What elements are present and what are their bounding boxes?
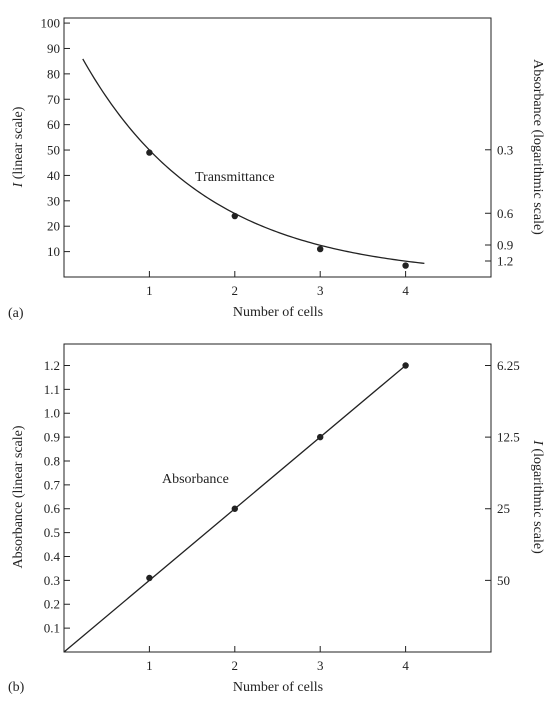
panel-a-data-point bbox=[317, 245, 324, 253]
panel-b-y-tick-label: 0.1 bbox=[44, 621, 60, 636]
panel-a-y-axis-label: I (linear scale) bbox=[11, 106, 26, 188]
panel-b-right-tick-label: 6.25 bbox=[497, 358, 520, 373]
panel-a-y-tick-label: 60 bbox=[47, 117, 60, 132]
panel-b-y-tick-label: 1.0 bbox=[44, 406, 60, 421]
panel-b-y-tick-label: 0.7 bbox=[44, 477, 61, 492]
panel-a-right-tick-label: 0.6 bbox=[497, 206, 514, 221]
panel-b-y-tick-label: 0.6 bbox=[44, 501, 61, 516]
panel-b-y-tick-label: 0.8 bbox=[44, 453, 60, 468]
panel-b-y-tick-label: 0.4 bbox=[44, 549, 61, 564]
panel-b-y-ticks: 0.1 0.2 0.3 0.4 0.5 0.6 0.7 0.8 0.9 1.0 1.1 1.2 bbox=[44, 358, 70, 636]
panel-b-x-axis-label: Number of cells bbox=[233, 680, 323, 695]
panel-b-y-tick-label: 0.2 bbox=[44, 597, 60, 612]
panel-b-y-tick-label: 1.2 bbox=[44, 358, 60, 373]
panel-a-right-ticks: 0.3 0.6 0.91.2 bbox=[485, 142, 514, 269]
panel-b-annotation: Absorbance bbox=[162, 472, 229, 487]
panel-a-label: (a) bbox=[8, 306, 24, 321]
panel-b-right-axis-label-symbol: I bbox=[530, 439, 545, 446]
panel-b-data-point bbox=[146, 574, 153, 582]
panel-a-y-tick-label: 80 bbox=[47, 66, 60, 81]
panel-b-y-tick-label: 0.3 bbox=[44, 573, 60, 588]
panel-a-x-ticks: 1 2 3 4 bbox=[146, 271, 409, 298]
panel-b-right-ticks: 6.25 12.5 25 50 bbox=[485, 358, 520, 588]
panel-a-transmittance-curve bbox=[82, 58, 425, 265]
panel-a-annotation: Transmittance bbox=[195, 170, 275, 185]
panel-a-y-tick-label: 30 bbox=[47, 193, 60, 208]
panel-a-points bbox=[146, 149, 409, 269]
panel-a-x-axis-label: Number of cells bbox=[233, 305, 323, 320]
panel-a-y-tick-label: 70 bbox=[47, 92, 60, 107]
panel-a-y-tick-label: 50 bbox=[47, 143, 60, 158]
panel-b-x-ticks: 1 2 3 4 bbox=[146, 646, 409, 673]
panel-b: 1 2 3 4 0.1 0.2 0.3 0.4 0.5 0.6 0.7 0.8 0.9 1.0 1.1 1.… bbox=[8, 343, 545, 695]
panel-b-x-tick-label: 2 bbox=[232, 658, 239, 673]
panel-a-x-tick-label: 1 bbox=[146, 283, 153, 298]
panel-a-x-tick-label: 3 bbox=[317, 283, 324, 298]
panel-b-data-point bbox=[402, 362, 409, 369]
panel-b-y-tick-label: 0.9 bbox=[44, 430, 60, 445]
panel-a-plot-frame bbox=[63, 17, 492, 278]
panel-b-x-tick-label: 3 bbox=[317, 658, 324, 673]
panel-b-right-tick-label: 50 bbox=[497, 573, 510, 588]
panel-b-right-tick-label: 12.5 bbox=[497, 430, 520, 445]
panel-a-right-axis-label: Absorbance (logarithmic scale) bbox=[530, 59, 545, 235]
panel-a-right-tick-label: 1.2 bbox=[497, 254, 513, 269]
panel-b-right-axis-label-text: (logarithmic scale) bbox=[530, 445, 545, 554]
panel-a-data-point bbox=[402, 262, 409, 269]
panel-b-x-tick-label: 1 bbox=[146, 658, 153, 673]
panel-a-y-tick-label: 10 bbox=[47, 244, 60, 259]
panel-a-x-tick-label: 2 bbox=[232, 283, 239, 298]
panel-b-points bbox=[146, 362, 409, 582]
panel-b-right-tick-label: 25 bbox=[497, 501, 510, 516]
panel-a-y-axis-label-symbol: I bbox=[11, 181, 26, 188]
panel-b-y-tick-label: 1.1 bbox=[44, 382, 60, 397]
panel-b-label: (b) bbox=[8, 680, 25, 695]
panel-a-y-tick-label: 100 bbox=[41, 16, 61, 31]
panel-b-y-axis-label: Absorbance (linear scale) bbox=[11, 425, 26, 568]
panel-a-y-tick-label: 20 bbox=[47, 219, 60, 234]
panel-a-data-point bbox=[146, 149, 153, 156]
panel-a-y-tick-label: 90 bbox=[47, 41, 60, 56]
panel-a-right-tick-label: 0.3 bbox=[497, 142, 513, 157]
panel-a-y-ticks: 10 20 30 40 50 60 70 80 90 100 bbox=[41, 16, 70, 259]
panel-b-data-point bbox=[231, 505, 238, 512]
panel-a-right-tick-label: 0.9 bbox=[497, 238, 513, 253]
panel-a-y-tick-label: 40 bbox=[47, 168, 60, 183]
panel-b-plot-frame bbox=[63, 343, 492, 653]
panel-a-data-point bbox=[231, 212, 238, 220]
panel-b-right-axis-label: I (logarithmic scale) bbox=[530, 439, 545, 554]
panel-b-data-point bbox=[317, 433, 324, 441]
panel-a-y-axis-label-text: (linear scale) bbox=[11, 106, 26, 183]
panel-b-y-tick-label: 0.5 bbox=[44, 525, 60, 540]
panel-a-x-tick-label: 4 bbox=[402, 283, 409, 298]
panel-b-x-tick-label: 4 bbox=[402, 658, 409, 673]
